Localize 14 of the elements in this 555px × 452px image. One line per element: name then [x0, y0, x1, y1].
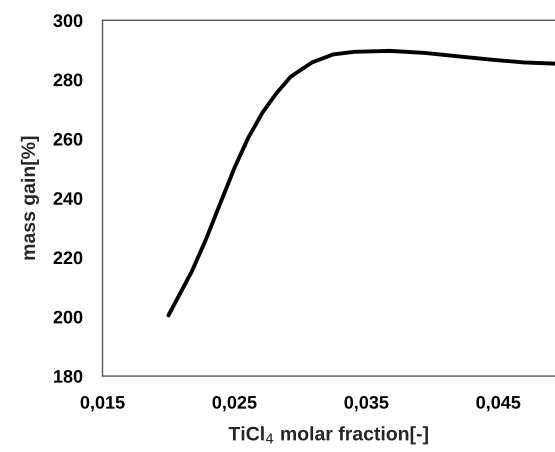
- y-tick-label: 300: [53, 14, 82, 28]
- y-tick-label: 220: [54, 251, 82, 264]
- y-tick-label: 260: [54, 132, 82, 146]
- y-tick-label: 240: [54, 192, 82, 205]
- x-tick-label: 0,035: [344, 396, 388, 412]
- y-axis-title: mass gain[%]: [20, 136, 40, 260]
- x-axis-title: TiCl$_{4}$ molar fraction[-]: [228, 426, 428, 444]
- x-tick-label: 0,015: [80, 396, 125, 412]
- x-tick-label: 0,025: [212, 396, 257, 412]
- y-tick-label: 180: [54, 370, 82, 383]
- y-tick-label: 280: [54, 74, 82, 86]
- y-tick-label: 200: [54, 310, 82, 324]
- line-series: [166, 48, 555, 318]
- x-tick-label: 0,045: [476, 396, 520, 412]
